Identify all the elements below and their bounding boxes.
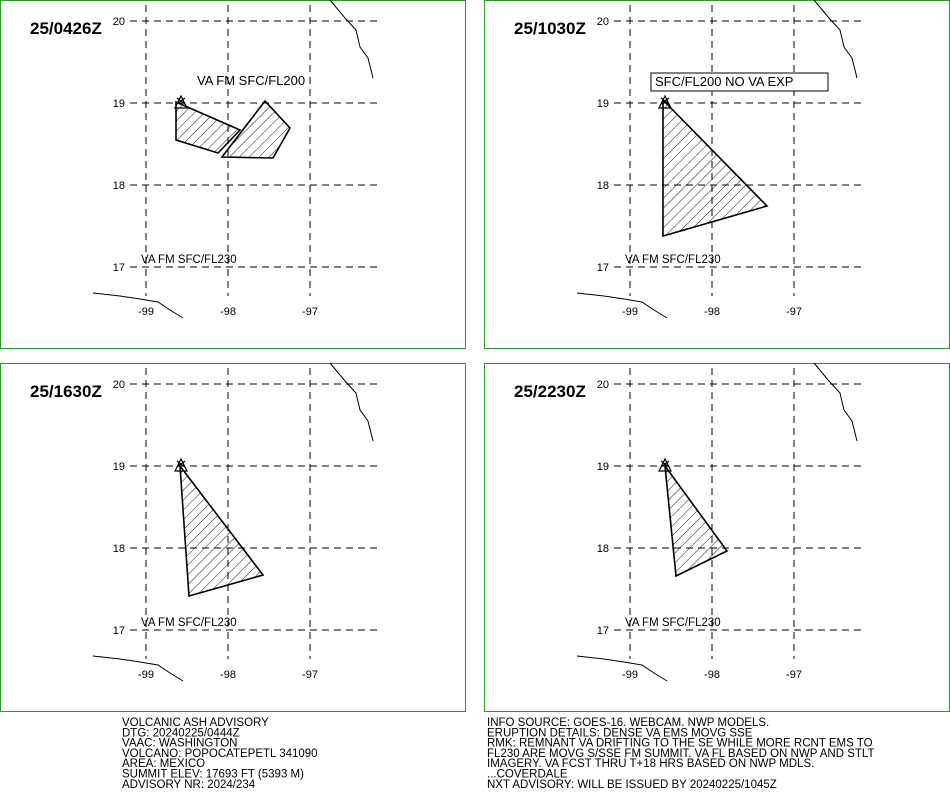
coastline: [576, 655, 668, 682]
lat-label: 20: [597, 16, 609, 28]
footer-line: DTG: 20240225/0444Z: [122, 727, 240, 739]
footer-line: SUMMIT ELEV: 17693 FT (5393 M): [122, 769, 304, 781]
lat-label: 18: [113, 543, 125, 555]
lon-label: -97: [302, 669, 318, 681]
lon-label: -97: [786, 669, 802, 681]
footer-line: FL230 ARE MOVG S/SSE FM SUMMIT. VA FL BA…: [487, 748, 874, 760]
lon-label: -98: [220, 306, 236, 318]
lat-label: 17: [597, 262, 609, 274]
area-label: VA FM SFC/FL200: [197, 73, 305, 88]
ash-area: [220, 99, 291, 159]
ash-area: [179, 463, 265, 598]
panel-frame: [0, 0, 466, 349]
lon-label: -99: [138, 306, 154, 318]
lat-label: 19: [597, 98, 609, 110]
area-label: SFC/FL200 NO VA EXP: [655, 74, 793, 89]
ash-area: [663, 463, 729, 578]
lon-label: -99: [622, 669, 638, 681]
footer-line: ...COVERDALE: [487, 769, 568, 781]
footer-line: RMK: REMNANT VA DRIFTING TO THE SE WHILE…: [487, 738, 873, 750]
footer-line: VOLCANIC ASH ADVISORY: [122, 717, 269, 729]
valid-time: 25/2230Z: [514, 382, 586, 401]
lon-label: -99: [622, 306, 638, 318]
area-label: VA FM SFC/FL230: [141, 254, 237, 266]
area-label: VA FM SFC/FL230: [625, 254, 721, 266]
label-box: [650, 72, 829, 92]
lon-label: -97: [302, 306, 318, 318]
volcano-symbol: [658, 94, 672, 109]
lat-label: 17: [113, 262, 125, 274]
volcano-symbol: [174, 94, 188, 109]
valid-time: 25/1630Z: [30, 382, 102, 401]
ash-area: [662, 98, 769, 238]
footer-line: VAAC: WASHINGTON: [122, 738, 237, 750]
coastline: [813, 0, 858, 79]
lat-label: 18: [113, 180, 125, 192]
area-label: VA FM SFC/FL230: [141, 617, 237, 629]
lat-label: 18: [597, 543, 609, 555]
ash-area: [175, 100, 242, 154]
lat-label: 18: [597, 180, 609, 192]
lon-label: -98: [704, 669, 720, 681]
valid-time: 25/0426Z: [30, 19, 102, 38]
valid-time: 25/1030Z: [514, 19, 586, 38]
volcano-symbol: [174, 457, 188, 472]
footer-line: ADVISORY NR: 2024/234: [122, 779, 256, 791]
lat-label: 17: [597, 625, 609, 637]
coastline: [576, 292, 668, 319]
lon-label: -99: [138, 669, 154, 681]
footer-line: NXT ADVISORY: WILL BE ISSUED BY 20240225…: [487, 779, 777, 791]
lon-label: -98: [220, 669, 236, 681]
lat-label: 20: [113, 16, 125, 28]
coastline: [92, 655, 184, 682]
footer-line: IMAGERY. VA FCST THRU T+18 HRS BASED ON …: [487, 758, 814, 770]
area-label: VA FM SFC/FL230: [625, 617, 721, 629]
lon-label: -97: [786, 306, 802, 318]
footer-line: ERUPTION DETAILS: DENSE VA EMS MOVG SSE: [487, 727, 753, 739]
footer-line: AREA: MEXICO: [122, 758, 205, 770]
lat-label: 20: [597, 379, 609, 391]
coastline: [92, 292, 184, 319]
lat-label: 20: [113, 379, 125, 391]
coastline: [329, 362, 374, 442]
lat-label: 19: [113, 98, 125, 110]
lat-label: 17: [113, 625, 125, 637]
lon-label: -98: [704, 306, 720, 318]
panel-frame: [0, 363, 466, 712]
footer-line: INFO SOURCE: GOES-16. WEBCAM. NWP MODELS…: [487, 717, 769, 729]
coastline: [329, 0, 374, 79]
lat-label: 19: [113, 461, 125, 473]
lat-label: 19: [597, 461, 609, 473]
footer-line: VOLCANO: POPOCATEPETL 341090: [122, 748, 318, 760]
coastline: [813, 362, 858, 442]
volcano-symbol: [658, 457, 672, 472]
